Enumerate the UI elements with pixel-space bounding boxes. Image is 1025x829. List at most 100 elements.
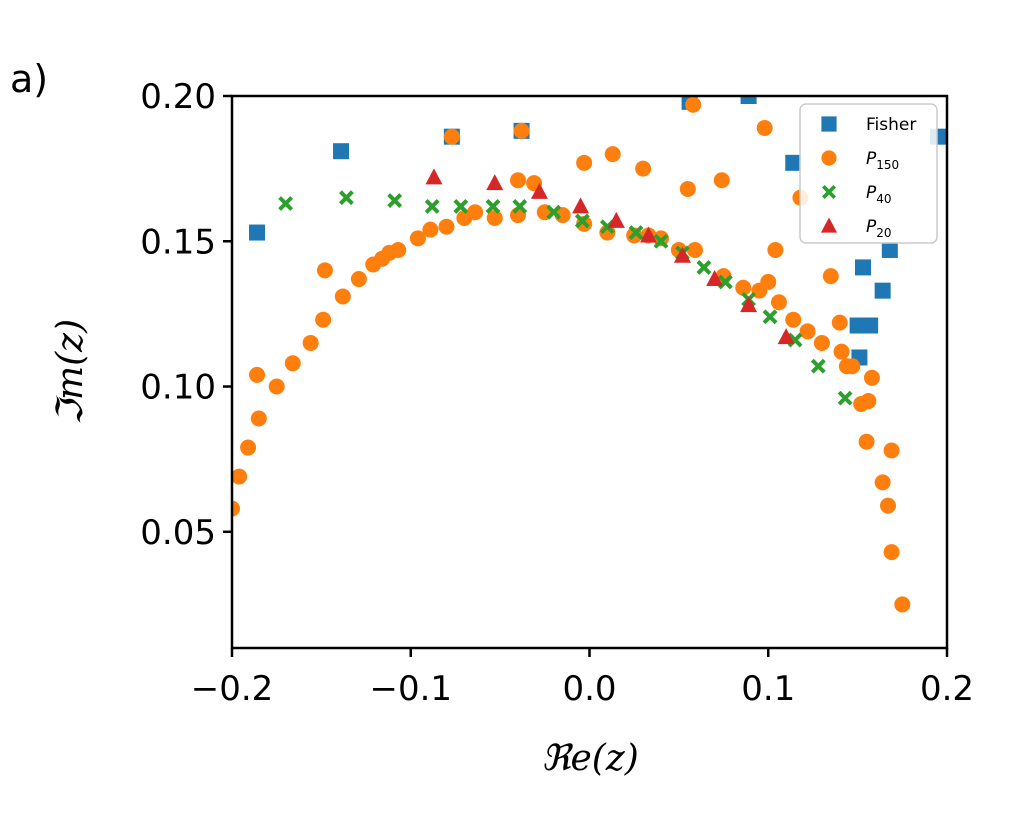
- data-point: [762, 309, 778, 325]
- data-point: [844, 358, 861, 375]
- data-point: [860, 393, 877, 410]
- data-point: [574, 213, 590, 229]
- data-point: [881, 241, 898, 258]
- data-point: [883, 544, 900, 561]
- data-point: [316, 262, 333, 279]
- data-point: [822, 268, 839, 285]
- data-point: [740, 296, 758, 313]
- data-point: [486, 210, 503, 227]
- data-point: [467, 204, 484, 221]
- data-point: [837, 390, 853, 406]
- data-point: [350, 271, 367, 288]
- legend: Fisher P150 P40 P20: [799, 103, 938, 244]
- data-point: [854, 259, 871, 276]
- legend-marker-p150: [821, 150, 837, 166]
- data-point: [653, 233, 669, 249]
- data-point: [232, 468, 248, 485]
- data-point: [268, 378, 285, 395]
- data-point: [706, 270, 724, 287]
- data-point: [639, 226, 657, 243]
- data-point: [302, 334, 319, 351]
- x-axis-label: ℜe(z): [541, 738, 639, 779]
- data-point: [735, 279, 752, 296]
- data-point: [785, 154, 802, 171]
- data-point: [740, 96, 757, 104]
- data-point: [572, 197, 590, 214]
- data-point: [390, 241, 407, 258]
- data-point: [894, 596, 911, 613]
- data-point: [673, 246, 691, 263]
- data-point: [849, 317, 866, 334]
- data-point: [485, 198, 501, 214]
- data-point: [250, 410, 267, 427]
- x-tick-label: 0.0: [562, 669, 616, 709]
- data-point: [874, 474, 891, 491]
- data-point: [486, 174, 504, 191]
- x-tick-label: −0.2: [191, 669, 274, 709]
- x-tick-label: 0.2: [920, 669, 974, 709]
- data-point: [685, 96, 702, 113]
- data-point: [240, 439, 257, 456]
- data-point: [767, 241, 784, 258]
- y-axis: 0.05 0.10 0.15 0.20: [140, 77, 232, 553]
- data-point: [607, 211, 625, 228]
- x-tick-label: −0.1: [369, 669, 452, 709]
- data-point: [284, 355, 301, 372]
- data-point: [315, 311, 332, 328]
- legend-label-p40: P40: [866, 183, 892, 206]
- data-point: [696, 259, 712, 275]
- data-point: [858, 433, 875, 450]
- series-p40: [278, 190, 853, 406]
- data-point: [278, 196, 294, 211]
- data-point: [883, 442, 900, 459]
- data-point: [333, 143, 350, 160]
- data-point: [628, 225, 644, 240]
- series-p20: [425, 168, 795, 345]
- data-point: [880, 497, 897, 514]
- data-point: [756, 119, 773, 136]
- data-point: [512, 198, 528, 214]
- x-tick-label: 0.1: [741, 669, 795, 709]
- data-point: [422, 221, 439, 238]
- data-point: [813, 334, 830, 351]
- data-point: [604, 146, 621, 163]
- data-point: [653, 230, 669, 247]
- data-point: [443, 128, 460, 145]
- data-point: [679, 180, 696, 197]
- legend-marker-fisher: [821, 116, 837, 132]
- data-point: [785, 311, 802, 328]
- data-point: [249, 366, 266, 383]
- legend-marker-p40: [821, 184, 837, 200]
- data-point: [453, 198, 469, 214]
- data-point: [810, 358, 826, 374]
- data-point: [799, 323, 816, 340]
- legend-marker-p20: [820, 217, 838, 233]
- legend-label-p150: P150: [866, 149, 899, 172]
- data-point: [409, 230, 426, 247]
- data-point: [833, 343, 850, 360]
- data-point: [874, 282, 891, 299]
- data-point: [770, 294, 787, 311]
- legend-label-p20: P20: [866, 217, 892, 240]
- data-point: [425, 168, 443, 185]
- data-point: [760, 273, 777, 290]
- legend-box: [799, 103, 938, 244]
- data-point: [510, 172, 526, 189]
- data-point: [777, 328, 795, 345]
- panel-label: a): [10, 57, 48, 101]
- data-point: [576, 154, 593, 171]
- data-point: [232, 500, 240, 517]
- data-point: [438, 218, 455, 235]
- legend-label-fisher: Fisher: [866, 115, 916, 135]
- data-point: [338, 190, 354, 206]
- data-point: [513, 122, 530, 139]
- data-point: [334, 288, 351, 305]
- data-point: [530, 182, 548, 199]
- y-tick-label: 0.20: [140, 77, 216, 117]
- data-point: [713, 172, 730, 189]
- data-point: [635, 160, 652, 177]
- plot-frame: [230, 94, 949, 650]
- data-point: [686, 241, 703, 258]
- data-point: [863, 369, 880, 386]
